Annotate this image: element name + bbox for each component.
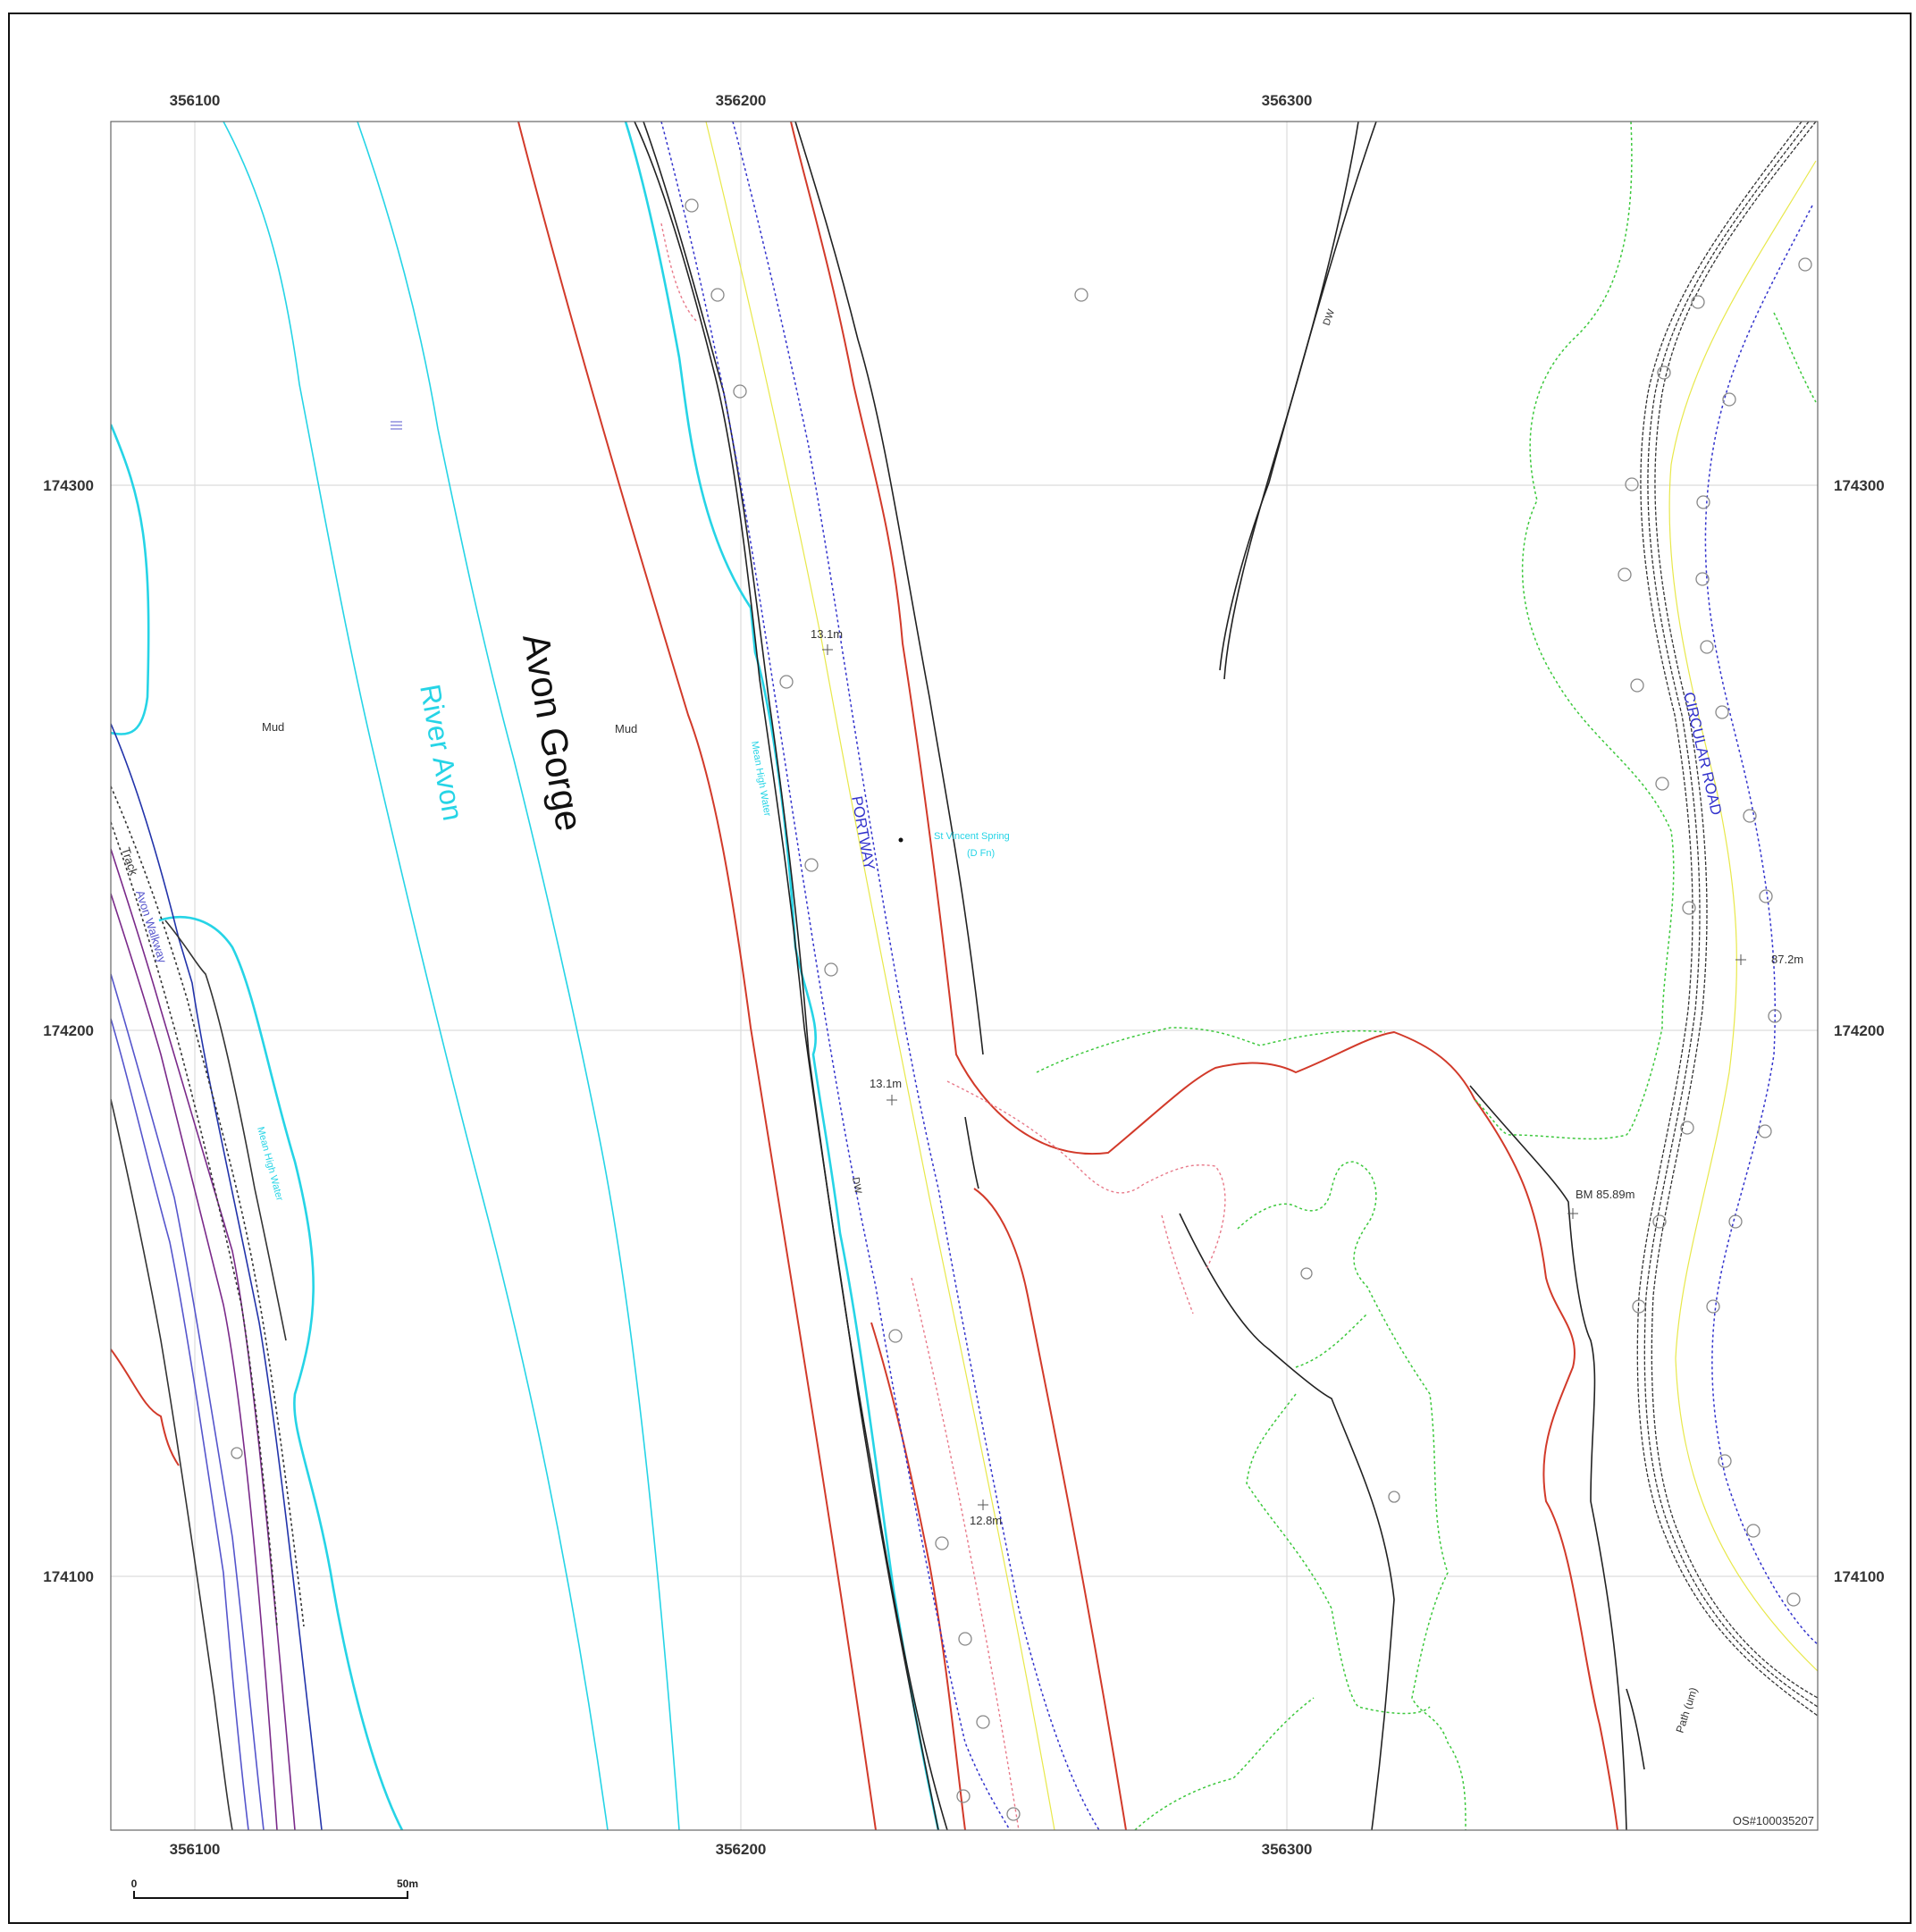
pink-dotted-lines: [660, 223, 1226, 1830]
dw-mid-label: DW: [850, 1176, 863, 1195]
spot-markers: [822, 644, 1746, 1510]
northing-left-2: 174200: [43, 1022, 94, 1039]
easting-top-2: 356200: [716, 92, 767, 109]
circular-road-lines: [1636, 122, 1818, 1717]
spot-height-4: 87.2m: [1771, 953, 1803, 966]
spot-height-1: 13.1m: [811, 627, 843, 641]
river-lines: [111, 122, 940, 1830]
easting-bottom-3: 356300: [1262, 1841, 1313, 1858]
spot-height-3: 12.8m: [970, 1514, 1002, 1527]
water-symbol: [391, 421, 402, 430]
easting-bottom-1: 356100: [170, 1841, 221, 1858]
railway-lines: [111, 723, 323, 1830]
mud-right-label: Mud: [615, 722, 637, 735]
mud-left-label: Mud: [262, 720, 284, 734]
northing-right-3: 174100: [1834, 1568, 1885, 1585]
scale-bar-start-label: 0: [131, 1877, 138, 1890]
easting-bottom-2: 356200: [716, 1841, 767, 1858]
centerlines: [705, 122, 1818, 1830]
northing-right-2: 174200: [1834, 1022, 1885, 1039]
copyright-text: OS#100035207: [1733, 1814, 1814, 1827]
northing-left-1: 174300: [43, 477, 94, 494]
easting-top-3: 356300: [1262, 92, 1313, 109]
boundary-lines: [111, 122, 1618, 1830]
map-frame: [110, 121, 1819, 1831]
road-dotted-lines: [660, 122, 1818, 1830]
easting-top-1: 356100: [170, 92, 221, 109]
grid-lines: [111, 122, 1818, 1830]
vegetation-lines: [1036, 122, 1817, 1830]
scale-bar: [133, 1891, 408, 1899]
northing-right-1: 174300: [1834, 477, 1885, 494]
northing-left-3: 174100: [43, 1568, 94, 1585]
scale-bar-end-label: 50m: [397, 1877, 418, 1890]
outer-frame: [8, 13, 1912, 1924]
benchmark-label: BM 85.89m: [1576, 1188, 1634, 1201]
spring-marker: [898, 837, 903, 843]
spring-label: St Vincent Spring: [934, 831, 1010, 842]
spot-height-2: 13.1m: [870, 1077, 902, 1090]
spring-sub-label: (D Fn): [967, 848, 995, 859]
tree-symbols: [231, 198, 1812, 1821]
